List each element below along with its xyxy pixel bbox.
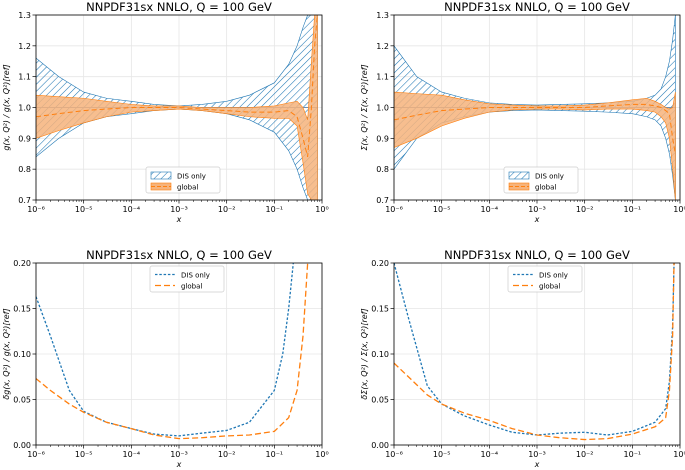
central-line-global bbox=[36, 15, 318, 157]
x-tick-label: 10⁻⁶ bbox=[385, 205, 403, 214]
x-tick-label: 10⁻² bbox=[576, 205, 594, 214]
line-global bbox=[394, 263, 675, 441]
band-global bbox=[394, 91, 676, 200]
legend: DIS only global bbox=[507, 265, 583, 293]
data-layer bbox=[394, 263, 675, 441]
chart-title: NNPDF31sx NNLO, Q = 100 GeV bbox=[444, 0, 630, 14]
y-tick-label: 1.0 bbox=[376, 104, 389, 113]
x-tick-label: 10⁻⁵ bbox=[433, 205, 451, 214]
x-tick-label: 10⁻¹ bbox=[624, 450, 642, 459]
y-tick-label: 0.7 bbox=[18, 196, 31, 205]
data-layer bbox=[36, 263, 309, 440]
legend: DIS only global bbox=[145, 166, 221, 194]
y-tick-label: 0.15 bbox=[371, 305, 389, 314]
minor-ticks bbox=[50, 445, 321, 447]
x-tick-label: 10⁻⁵ bbox=[433, 450, 451, 459]
x-tick-label: 10⁻⁶ bbox=[27, 450, 45, 459]
y-tick-label: 1.2 bbox=[376, 42, 389, 51]
x-tick-label: 10⁻² bbox=[576, 450, 594, 459]
y-tick-label: 0.10 bbox=[13, 350, 31, 359]
x-tick-label: 10⁰ bbox=[673, 205, 685, 214]
y-tick-label: 0.00 bbox=[371, 441, 389, 450]
y-tick-label: 0.05 bbox=[371, 396, 389, 405]
band-global bbox=[36, 15, 318, 200]
x-tick-label: 10⁻⁴ bbox=[481, 205, 499, 214]
minor-ticks bbox=[408, 445, 679, 447]
chart-title: NNPDF31sx NNLO, Q = 100 GeV bbox=[444, 248, 630, 262]
data-layer bbox=[36, 15, 318, 200]
y-tick-label: 0.00 bbox=[13, 441, 31, 450]
y-tick-label: 0.9 bbox=[18, 134, 31, 143]
chart-panel-1: 10⁻⁶ 10⁻⁵ 10⁻⁴ 10⁻³ 10⁻² 10⁻¹ 10⁰ 0.7 0.8 0.9 1.0 1… bbox=[2, 0, 329, 224]
chart-panel-4: 10⁻⁶ 10⁻⁵ 10⁻⁴ 10⁻³ 10⁻² 10⁻¹ 10⁰ 0.00 0.05 0.10 0… bbox=[360, 248, 685, 469]
y-axis-label: δg(x, Q²) / g(x, Q²)[ref] bbox=[2, 308, 11, 399]
y-tick-label: 0.9 bbox=[376, 134, 389, 143]
y-axis-label: δΣ(x, Q²) / Σ(x, Q²)[ref] bbox=[360, 308, 369, 399]
x-tick-label: 10⁻¹ bbox=[266, 450, 284, 459]
y-tick-label: 0.15 bbox=[13, 305, 31, 314]
line-dis-only bbox=[36, 263, 294, 437]
y-tick-label: 0.10 bbox=[371, 350, 389, 359]
chart-title: NNPDF31sx NNLO, Q = 100 GeV bbox=[86, 0, 272, 14]
x-tick-label: 10⁻¹ bbox=[266, 205, 284, 214]
x-tick-label: 10⁻⁴ bbox=[481, 450, 499, 459]
line-global bbox=[36, 263, 309, 440]
x-tick-label: 10⁻⁶ bbox=[27, 205, 45, 214]
x-tick-label: 10⁻² bbox=[218, 205, 236, 214]
x-tick-label: 10⁻³ bbox=[170, 450, 188, 459]
x-tick-label: 10⁰ bbox=[673, 450, 685, 459]
x-tick-label: 10⁻² bbox=[218, 450, 236, 459]
y-tick-label: 0.8 bbox=[18, 165, 31, 174]
y-tick-label: 1.0 bbox=[18, 104, 31, 113]
y-tick-label: 0.20 bbox=[13, 259, 31, 268]
line-dis-only bbox=[394, 263, 675, 436]
x-tick-label: 10⁻⁵ bbox=[75, 205, 93, 214]
x-tick-label: 10⁻⁴ bbox=[123, 205, 141, 214]
legend: DIS only global bbox=[503, 166, 579, 194]
chart-title: NNPDF31sx NNLO, Q = 100 GeV bbox=[86, 248, 272, 262]
minor-ticks bbox=[50, 200, 321, 202]
data-layer bbox=[394, 15, 676, 200]
legend-swatch-dis-only bbox=[508, 171, 530, 180]
y-axis-label: Σ(x, Q²) / Σ(x, Q²)[ref] bbox=[360, 64, 369, 150]
legend: DIS only global bbox=[149, 265, 225, 293]
legend-label: DIS only bbox=[535, 173, 564, 181]
x-tick-label: 10⁻³ bbox=[528, 450, 546, 459]
x-axis-label: x bbox=[534, 460, 540, 469]
chart-panel-2: 10⁻⁶ 10⁻⁵ 10⁻⁴ 10⁻³ 10⁻² 10⁻¹ 10⁰ 0.7 0.8 0.9 1.0 1… bbox=[360, 0, 685, 224]
y-tick-label: 1.1 bbox=[376, 73, 389, 82]
legend-label: global bbox=[177, 184, 198, 192]
legend-label: global bbox=[539, 283, 560, 291]
x-tick-label: 10⁻⁴ bbox=[123, 450, 141, 459]
y-axis-label: g(x, Q²) / g(x, Q²)[ref] bbox=[2, 64, 11, 150]
x-axis-label: x bbox=[534, 215, 540, 224]
y-tick-label: 1.3 bbox=[376, 11, 389, 20]
y-tick-label: 0.7 bbox=[376, 196, 389, 205]
y-tick-label: 1.3 bbox=[18, 11, 31, 20]
chart-panel-3: 10⁻⁶ 10⁻⁵ 10⁻⁴ 10⁻³ 10⁻² 10⁻¹ 10⁰ 0.00 0.05 0.10 0… bbox=[2, 248, 329, 469]
legend-label: DIS only bbox=[177, 173, 206, 181]
y-tick-label: 0.05 bbox=[13, 396, 31, 405]
x-tick-label: 10⁻⁶ bbox=[385, 450, 403, 459]
y-tick-label: 1.2 bbox=[18, 42, 31, 51]
y-tick-label: 1.1 bbox=[18, 73, 31, 82]
x-tick-label: 10⁻¹ bbox=[624, 205, 642, 214]
legend-label: DIS only bbox=[539, 272, 568, 280]
x-axis-label: x bbox=[176, 215, 182, 224]
x-tick-label: 10⁻⁵ bbox=[75, 450, 93, 459]
legend-label: global bbox=[181, 283, 202, 291]
y-tick-label: 0.8 bbox=[376, 165, 389, 174]
legend-swatch-dis-only bbox=[150, 171, 172, 180]
minor-ticks bbox=[408, 200, 679, 202]
legend-label: DIS only bbox=[181, 272, 210, 280]
x-tick-label: 10⁰ bbox=[315, 205, 328, 214]
x-tick-label: 10⁻³ bbox=[170, 205, 188, 214]
x-tick-label: 10⁻³ bbox=[528, 205, 546, 214]
central-line-global bbox=[394, 103, 676, 154]
y-tick-label: 0.20 bbox=[371, 259, 389, 268]
legend-label: global bbox=[535, 184, 556, 192]
x-tick-label: 10⁰ bbox=[315, 450, 328, 459]
x-axis-label: x bbox=[176, 460, 182, 469]
